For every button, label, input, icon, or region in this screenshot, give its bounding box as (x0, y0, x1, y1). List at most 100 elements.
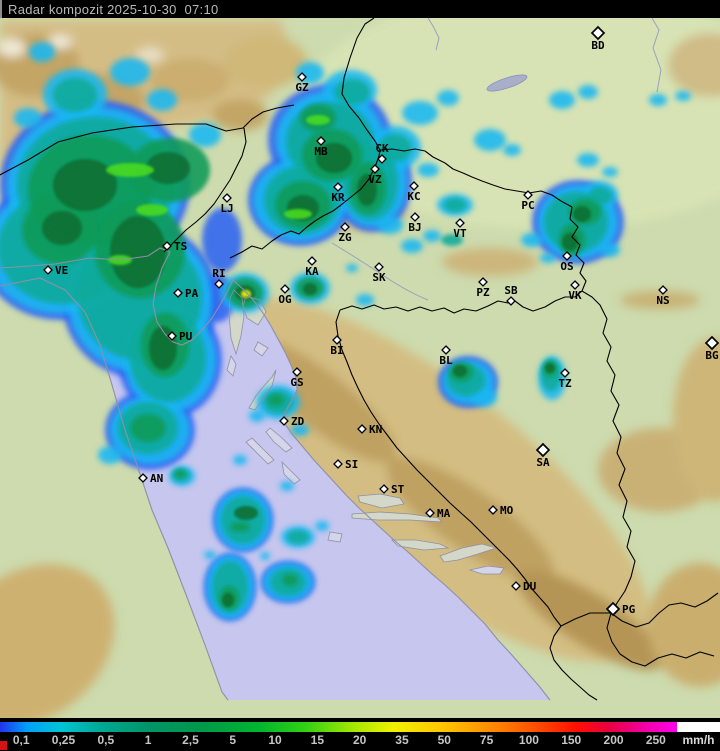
station-diamond-icon (333, 459, 343, 469)
radar-echo (284, 209, 312, 219)
station-diamond-icon (222, 193, 232, 203)
radar-echo (402, 101, 438, 125)
station-diamond-icon (410, 212, 420, 222)
station-diamond-icon (173, 288, 183, 298)
radar-echo (204, 551, 216, 559)
station-LJ: LJ (220, 193, 234, 215)
radar-echo (147, 89, 177, 111)
station-VZ: VZ (368, 164, 382, 186)
station-label: BD (591, 39, 605, 52)
station-label: OS (560, 260, 573, 273)
station-label: GS (290, 376, 303, 389)
station-label: ZG (338, 231, 352, 244)
station-OS: OS (560, 251, 574, 273)
station-BL: BL (439, 345, 453, 367)
radar-echo (106, 163, 154, 177)
radar-echo (549, 91, 575, 109)
station-diamond-icon (138, 473, 148, 483)
radar-echo (453, 365, 467, 377)
station-label: BL (439, 354, 453, 367)
radar-echo (306, 115, 330, 125)
radar-echo (221, 496, 265, 544)
station-label: BJ (408, 221, 421, 234)
station-label: MA (437, 507, 451, 520)
radar-echo (649, 94, 667, 106)
station-label: CK (375, 142, 389, 155)
station-RI: RI (212, 267, 226, 289)
station-PZ: PZ (476, 277, 490, 299)
station-PU: PU (167, 330, 193, 343)
station-diamond-icon (162, 241, 172, 251)
radar-echo (175, 470, 185, 478)
station-NS: NS (656, 285, 670, 307)
station-diamond-icon (340, 222, 350, 232)
station-label: PC (521, 199, 534, 212)
scale-unit: mm/h (682, 733, 715, 747)
radar-echo (356, 294, 374, 306)
radar-echo (577, 153, 599, 167)
station-diamond-icon (478, 277, 488, 287)
station-BJ: BJ (408, 212, 422, 234)
terrain-layer (0, 18, 720, 718)
radar-map: BD GZ MB CK VZ KC LJ KR TS ZG BJ VT PC KA SK OS VE RI PA PZ… (0, 18, 720, 718)
radar-echo (110, 216, 166, 288)
radar-echo (234, 506, 258, 520)
station-diamond-icon (523, 190, 533, 200)
radar-echo (303, 283, 317, 295)
station-diamond-icon (279, 416, 289, 426)
scale-tick-label: 5 (229, 733, 237, 747)
scale-tick-label: 1 (144, 733, 152, 747)
station-diamond-icon (379, 484, 389, 494)
radar-echo (573, 206, 591, 222)
station-label: KN (369, 423, 382, 436)
station-ZG: ZG (338, 222, 352, 244)
station-KA: KA (305, 256, 319, 278)
station-diamond-icon (370, 164, 380, 174)
intensity-gradient-bar (0, 722, 677, 732)
station-diamond-icon (425, 508, 435, 518)
radar-echo (474, 129, 506, 151)
station-SI: SI (333, 458, 358, 471)
station-label: ZD (291, 415, 305, 428)
station-diamond-icon (333, 182, 343, 192)
radar-echo (540, 253, 556, 263)
radar-echo (675, 91, 691, 101)
station-label: RI (212, 267, 225, 280)
radar-echo (280, 481, 294, 491)
station-KC: KC (407, 181, 421, 203)
gradient-bar-end (677, 722, 720, 732)
station-label: DU (523, 580, 537, 593)
station-label: VE (55, 264, 68, 277)
radar-echo (441, 234, 463, 246)
radar-echo (315, 521, 329, 531)
station-SB: SB (504, 284, 518, 306)
scale-tick-label: 50 (437, 733, 451, 747)
radar-echo (444, 198, 466, 212)
station-label: KR (331, 191, 345, 204)
station-ZD: ZD (279, 415, 305, 428)
intensity-scale: 0,1 0,25 0,5 1 2,5 5 10 15 20 35 50 75 100 150 200 250 … (0, 718, 720, 751)
station-MO: MO (488, 504, 514, 517)
station-label: VZ (368, 173, 382, 186)
scale-tick-label: 100 (518, 733, 539, 747)
station-GZ: GZ (295, 72, 309, 94)
radar-echo (357, 174, 377, 206)
radar-echo (578, 85, 598, 99)
radar-echo (378, 134, 412, 162)
station-label: LJ (220, 202, 233, 215)
station-diamond-icon (377, 154, 387, 164)
radar-echo (346, 264, 358, 272)
station-label: BI (330, 344, 343, 357)
station-label: KC (407, 190, 420, 203)
station-label: BG (705, 349, 719, 362)
station-diamond-icon (560, 368, 570, 378)
station-diamond-icon (332, 335, 342, 345)
stations-layer: BD GZ MB CK VZ KC LJ KR TS ZG BJ VT PC KA SK OS VE RI PA PZ… (43, 25, 720, 617)
lake-balaton (486, 74, 528, 92)
scale-tick-label: 0,25 (51, 733, 76, 747)
radar-echo (600, 243, 620, 257)
radar-echo (146, 152, 190, 184)
radar-echo (602, 167, 618, 177)
radar-echo (29, 42, 55, 62)
station-diamond-icon (704, 335, 720, 351)
